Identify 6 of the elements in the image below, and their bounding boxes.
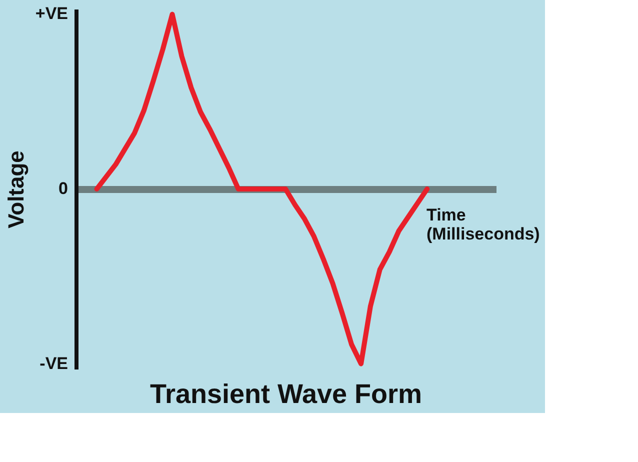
text: Transient Wave Form [150,378,422,409]
text: -VE [40,354,68,373]
text: 0 [58,179,68,198]
text: +VE [35,4,68,24]
x-axis-title: Time (Milliseconds) [426,206,540,244]
y-axis-title: Voltage [4,150,28,228]
